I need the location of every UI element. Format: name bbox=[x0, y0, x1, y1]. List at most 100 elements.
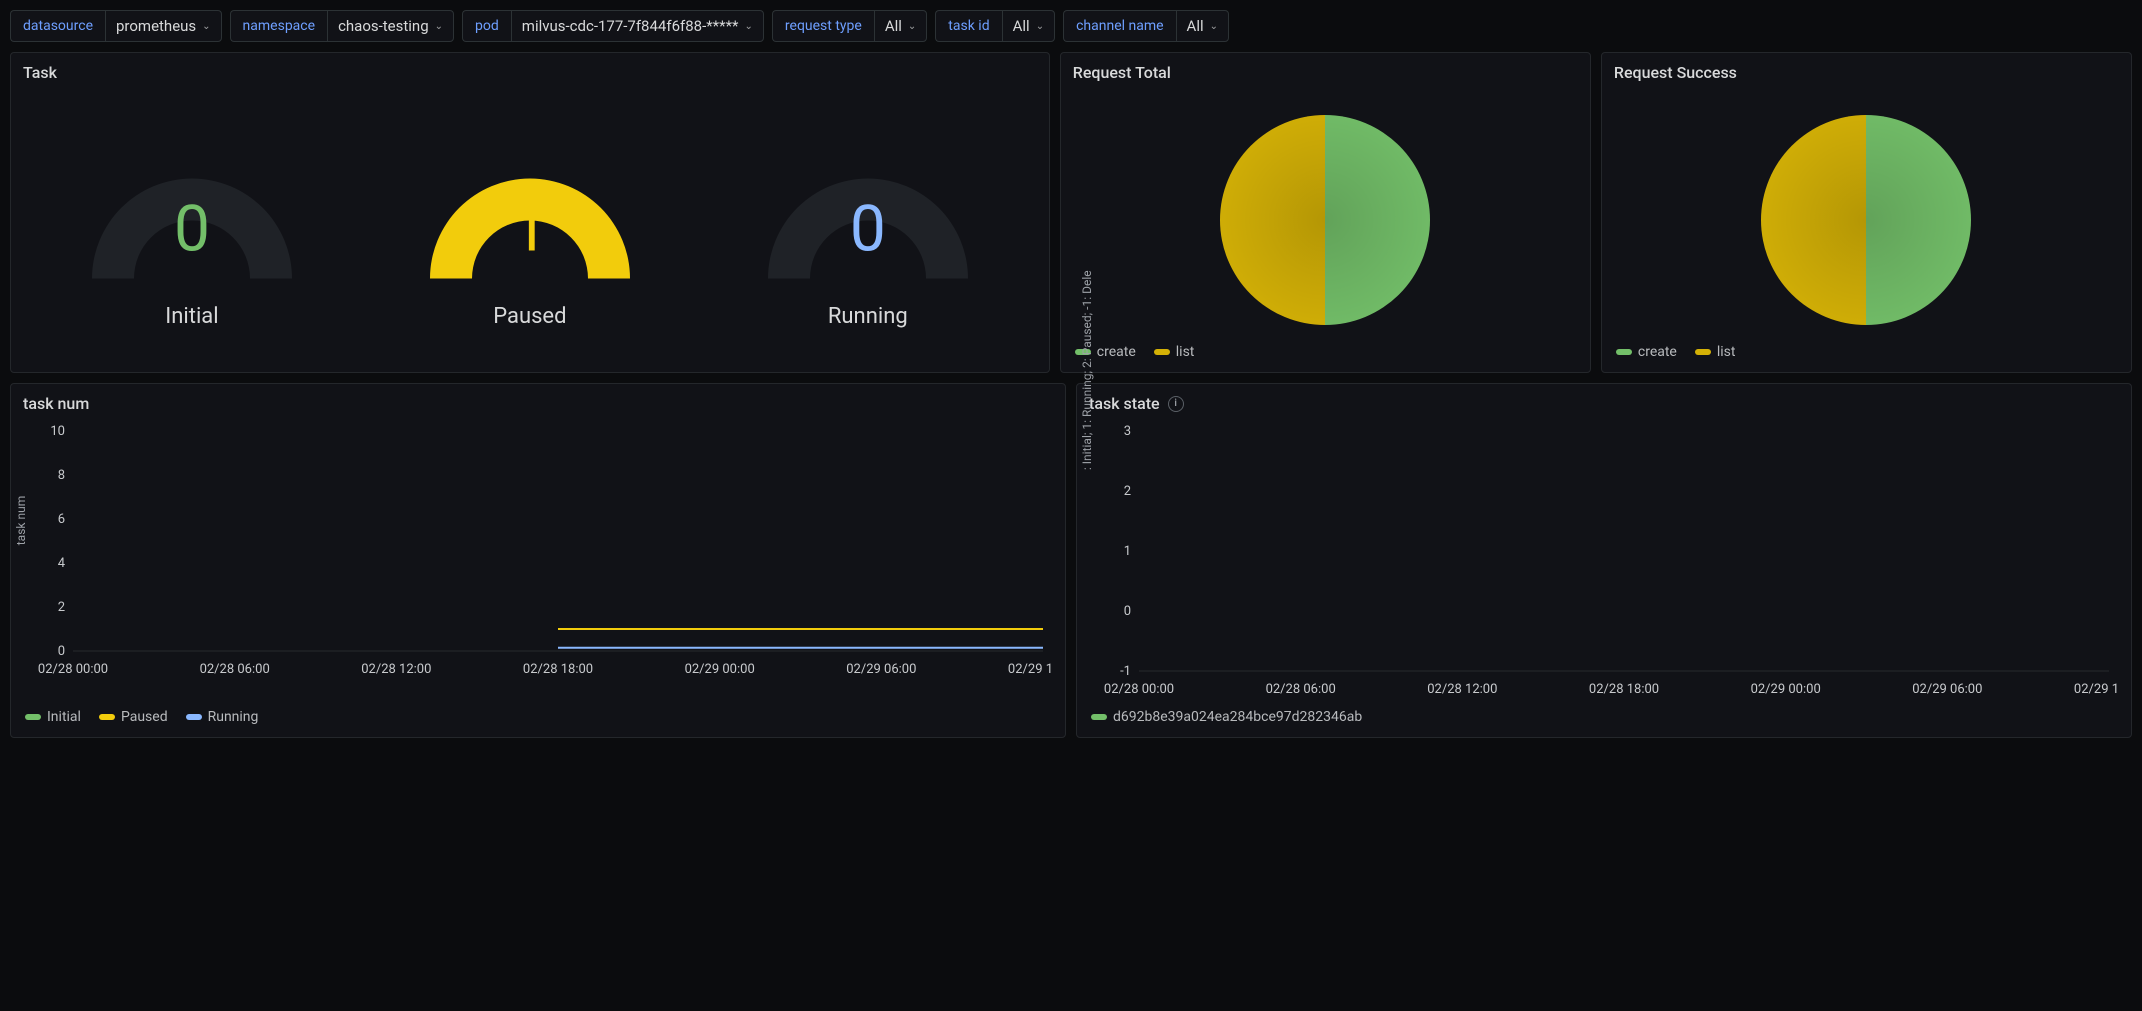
legend-label: Running bbox=[208, 709, 259, 725]
svg-text:10: 10 bbox=[50, 424, 65, 439]
legend-item[interactable]: Initial bbox=[25, 709, 81, 725]
svg-text:0: 0 bbox=[58, 644, 65, 659]
legend-label: create bbox=[1097, 344, 1136, 360]
svg-text:02/28 18:00: 02/28 18:00 bbox=[1589, 682, 1659, 697]
svg-text:6: 6 bbox=[58, 512, 65, 527]
y-axis-title: task num bbox=[14, 496, 28, 545]
svg-text:02/29 06:00: 02/29 06:00 bbox=[1912, 682, 1982, 697]
svg-text:2: 2 bbox=[1124, 484, 1131, 499]
legend-label: d692b8e39a024ea284bce97d282346ab bbox=[1113, 709, 1362, 725]
filter-label: datasource bbox=[10, 10, 105, 42]
filter-label: channel name bbox=[1063, 10, 1175, 42]
svg-text:02/29 00:00: 02/29 00:00 bbox=[1751, 682, 1821, 697]
gauge: 1 Paused bbox=[420, 136, 640, 329]
panel-title: Request Success bbox=[1614, 63, 2119, 82]
legend-item[interactable]: list bbox=[1154, 344, 1195, 360]
svg-text:02/28 06:00: 02/28 06:00 bbox=[1266, 682, 1336, 697]
filter-label: namespace bbox=[230, 10, 328, 42]
gauge-row: 0 Initial 1 Paused 0 Running bbox=[23, 90, 1037, 364]
legend-item[interactable]: create bbox=[1616, 344, 1677, 360]
legend-swatch bbox=[1091, 714, 1107, 720]
task-num-panel: task num 024681002/28 00:0002/28 06:0002… bbox=[10, 383, 1066, 738]
filter-label: task id bbox=[935, 10, 1001, 42]
filter-group: request typeAll ⌄ bbox=[772, 10, 927, 42]
legend-label: list bbox=[1717, 344, 1736, 360]
pie-legend: create list bbox=[1614, 340, 1738, 364]
svg-text:02/29 06:00: 02/29 06:00 bbox=[846, 662, 916, 677]
panel-title: Request Total bbox=[1073, 63, 1578, 82]
filter-group: channel nameAll ⌄ bbox=[1063, 10, 1229, 42]
panel-title-text: task state bbox=[1089, 394, 1160, 413]
legend-label: Initial bbox=[47, 709, 81, 725]
chart-legend: Initial Paused Running bbox=[23, 705, 1053, 729]
filter-label: request type bbox=[772, 10, 874, 42]
svg-text:02/28 18:00: 02/28 18:00 bbox=[523, 662, 593, 677]
gauge-label: Running bbox=[828, 304, 908, 329]
pie-chart bbox=[1073, 90, 1578, 340]
legend-item[interactable]: d692b8e39a024ea284bce97d282346ab bbox=[1091, 709, 1362, 725]
svg-text:3: 3 bbox=[1124, 424, 1131, 439]
request-success-panel: Request Success create list bbox=[1601, 52, 2132, 373]
filter-dropdown[interactable]: milvus-cdc-177-7f844f6f88-***** ⌄ bbox=[511, 10, 764, 42]
y-axis-title: : Initial; 1: Running; 2: Paused; -1: De… bbox=[1080, 270, 1094, 470]
svg-text:02/28 00:00: 02/28 00:00 bbox=[38, 662, 108, 677]
legend-swatch bbox=[186, 714, 202, 720]
svg-text:-1: -1 bbox=[1120, 664, 1131, 679]
filter-dropdown[interactable]: All ⌄ bbox=[1176, 10, 1229, 42]
request-total-panel: Request Total create list bbox=[1060, 52, 1591, 373]
gauge-value: 1 bbox=[512, 191, 548, 266]
legend-item[interactable]: Paused bbox=[99, 709, 168, 725]
chevron-down-icon: ⌄ bbox=[745, 21, 753, 32]
legend-item[interactable]: Running bbox=[186, 709, 259, 725]
pie-chart bbox=[1614, 90, 2119, 340]
gauge: 0 Running bbox=[758, 136, 978, 329]
svg-text:4: 4 bbox=[58, 556, 66, 571]
svg-text:2: 2 bbox=[58, 600, 65, 615]
legend-label: create bbox=[1638, 344, 1677, 360]
line-chart: 024681002/28 00:0002/28 06:0002/28 12:00… bbox=[23, 421, 1053, 705]
filter-group: podmilvus-cdc-177-7f844f6f88-***** ⌄ bbox=[462, 10, 764, 42]
filter-dropdown[interactable]: chaos-testing ⌄ bbox=[327, 10, 454, 42]
panel-title: Task bbox=[23, 63, 1037, 82]
svg-text:8: 8 bbox=[58, 468, 65, 483]
svg-text:0: 0 bbox=[1124, 604, 1131, 619]
gauge-value: 0 bbox=[174, 191, 210, 266]
filter-group: namespacechaos-testing ⌄ bbox=[230, 10, 455, 42]
legend-label: list bbox=[1176, 344, 1195, 360]
gauge-label: Initial bbox=[165, 304, 218, 329]
svg-text:1: 1 bbox=[1124, 544, 1131, 559]
line-chart: -1 0 1 2 3 02/28 00:00 02/28 06:00 02/28 12:00 0… bbox=[1089, 421, 2119, 705]
svg-text:02/29 00:00: 02/29 00:00 bbox=[685, 662, 755, 677]
legend-swatch bbox=[1695, 349, 1711, 355]
legend-item[interactable]: list bbox=[1695, 344, 1736, 360]
chevron-down-icon: ⌄ bbox=[435, 21, 443, 32]
legend-swatch bbox=[1616, 349, 1632, 355]
task-state-panel: task state i -1 0 1 2 3 02/28 00:00 02/28 06:0… bbox=[1076, 383, 2132, 738]
filter-group: task idAll ⌄ bbox=[935, 10, 1055, 42]
task-gauge-panel: Task 0 Initial 1 Paused 0 Running bbox=[10, 52, 1050, 373]
svg-text:02/29 12:00: 02/29 12:00 bbox=[2074, 682, 2119, 697]
filter-dropdown[interactable]: All ⌄ bbox=[1002, 10, 1055, 42]
svg-text:02/28 00:00: 02/28 00:00 bbox=[1104, 682, 1174, 697]
legend-label: Paused bbox=[121, 709, 168, 725]
filter-group: datasourceprometheus ⌄ bbox=[10, 10, 222, 42]
chevron-down-icon: ⌄ bbox=[1210, 21, 1218, 32]
legend-swatch bbox=[25, 714, 41, 720]
svg-text:02/28 12:00: 02/28 12:00 bbox=[1427, 682, 1497, 697]
gauge: 0 Initial bbox=[82, 136, 302, 329]
svg-text:02/28 12:00: 02/28 12:00 bbox=[361, 662, 431, 677]
gauge-value: 0 bbox=[850, 191, 886, 266]
svg-text:02/29 12:00: 02/29 12:00 bbox=[1008, 662, 1053, 677]
filter-dropdown[interactable]: All ⌄ bbox=[874, 10, 927, 42]
info-icon[interactable]: i bbox=[1168, 396, 1184, 412]
legend-swatch bbox=[99, 714, 115, 720]
gauge-label: Paused bbox=[493, 304, 566, 329]
filter-bar: datasourceprometheus ⌄namespacechaos-tes… bbox=[10, 10, 2132, 42]
filter-label: pod bbox=[462, 10, 511, 42]
chevron-down-icon: ⌄ bbox=[202, 21, 210, 32]
panel-title: task state i bbox=[1089, 394, 2119, 413]
panel-title: task num bbox=[23, 394, 1053, 413]
filter-dropdown[interactable]: prometheus ⌄ bbox=[105, 10, 222, 42]
chevron-down-icon: ⌄ bbox=[1036, 21, 1044, 32]
chart-legend: d692b8e39a024ea284bce97d282346ab bbox=[1089, 705, 2119, 729]
